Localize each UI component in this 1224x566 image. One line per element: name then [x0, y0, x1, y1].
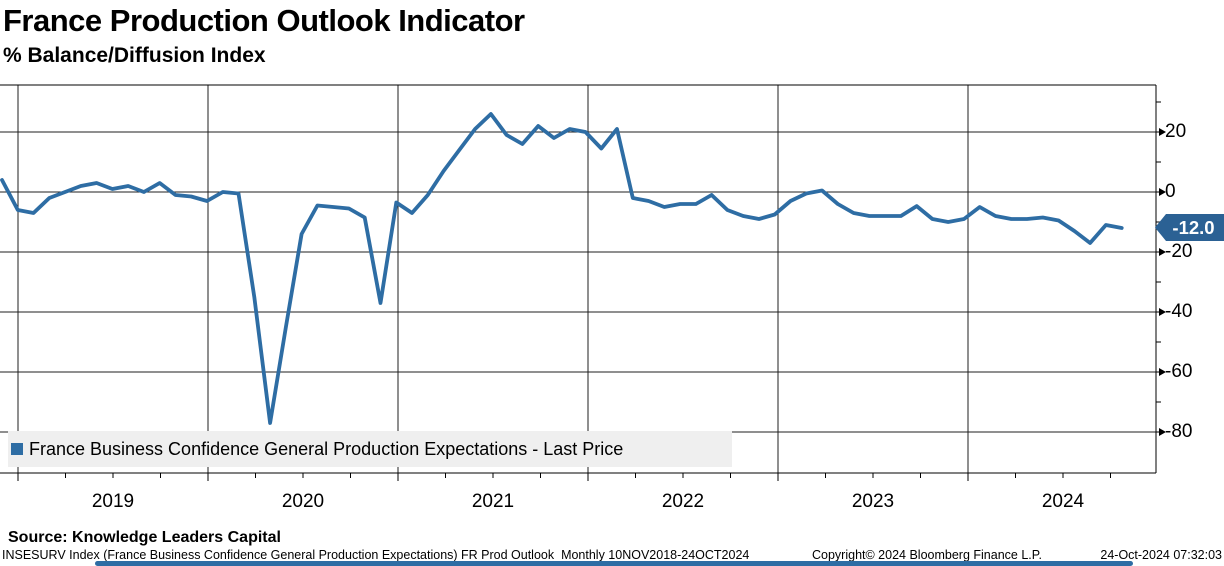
- y-tick-arrow-icon: [1159, 308, 1166, 316]
- footer-ticker-description: INSESURV Index (France Business Confiden…: [2, 548, 750, 562]
- y-tick-label: 20: [1165, 121, 1187, 142]
- y-tick-arrow-icon: [1159, 188, 1166, 196]
- y-tick-arrow-icon: [1159, 248, 1166, 256]
- footer-copyright: Copyright© 2024 Bloomberg Finance L.P.: [812, 548, 1042, 562]
- legend-series-label: France Business Confidence General Produ…: [29, 438, 624, 459]
- x-year-label: 2024: [1041, 491, 1085, 512]
- last-price-value: -12.0: [1172, 217, 1215, 238]
- y-tick-arrow-icon: [1159, 128, 1166, 136]
- legend-series-marker-icon: [11, 443, 23, 455]
- y-tick-label: 0: [1165, 181, 1176, 202]
- y-tick-label: -80: [1165, 421, 1193, 442]
- page-title: France Production Outlook Indicator: [3, 3, 525, 38]
- y-tick-label: -20: [1165, 241, 1193, 262]
- source-attribution: Source: Knowledge Leaders Capital: [8, 529, 281, 546]
- price-line-series: [0, 112, 1124, 425]
- x-year-label: 2023: [851, 491, 895, 512]
- x-year-label: 2021: [471, 491, 515, 512]
- y-tick-label: -60: [1165, 361, 1193, 382]
- y-tick-label: -40: [1165, 301, 1193, 322]
- chart-legend[interactable]: France Business Confidence General Produ…: [8, 431, 732, 467]
- footer: INSESURV Index (France Business Confiden…: [0, 548, 1224, 564]
- x-year-label: 2020: [281, 491, 325, 512]
- chart-units-subtitle: % Balance/Diffusion Index: [3, 44, 266, 67]
- x-year-label: 2022: [661, 491, 705, 512]
- y-tick-arrow-icon: [1159, 428, 1166, 436]
- last-price-badge: -12.0: [1155, 214, 1224, 241]
- x-year-label: 2019: [91, 491, 135, 512]
- footer-timestamp: 24-Oct-2024 07:32:03: [1100, 548, 1222, 562]
- y-tick-arrow-icon: [1159, 368, 1166, 376]
- bottom-scrollbar[interactable]: [95, 561, 1133, 566]
